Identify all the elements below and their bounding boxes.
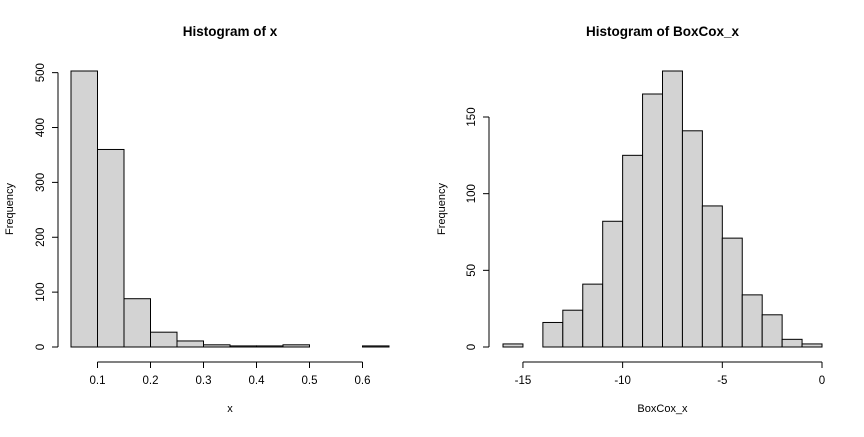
left-histogram-bar xyxy=(176,340,204,348)
left-y-tick-label: 0 xyxy=(35,344,47,350)
left-y-tick-label: 400 xyxy=(35,118,47,137)
left-histogram-bar xyxy=(150,331,178,348)
right-x-tick-label: 0 xyxy=(819,375,825,387)
right-histogram-bar xyxy=(502,343,524,348)
left-y-tick-label: 200 xyxy=(35,228,47,247)
left-x-tick-label: 0.5 xyxy=(302,375,318,387)
left-y-axis-label: Frequency xyxy=(4,183,16,235)
right-y-tick-label: 0 xyxy=(466,344,478,350)
right-x-tick-label: -15 xyxy=(515,375,532,387)
right-histogram-bar xyxy=(602,220,624,348)
left-histogram-bar xyxy=(70,70,98,348)
left-x-tick-label: 0.4 xyxy=(249,375,266,387)
right-histogram-bar xyxy=(741,294,763,348)
right-y-tick-label: 50 xyxy=(466,264,478,277)
right-histogram-bar xyxy=(642,93,663,348)
right-histogram-bar xyxy=(582,283,604,348)
right-histogram-bar xyxy=(681,130,703,348)
right-chart-title: Histogram of BoxCox_x xyxy=(586,24,740,39)
left-histogram-bar xyxy=(229,345,257,348)
left-x-tick-label: 0.3 xyxy=(196,375,212,387)
right-x-axis-label: BoxCox_x xyxy=(637,403,688,415)
left-x-tick-label: 0.6 xyxy=(355,375,371,387)
right-histogram-bar xyxy=(622,154,644,348)
left-histogram-bar xyxy=(256,345,284,348)
right-histogram-bar xyxy=(562,309,584,348)
left-y-tick-label: 500 xyxy=(35,63,47,82)
left-histogram-bar xyxy=(282,344,310,348)
right-histogram-bar xyxy=(761,314,783,348)
left-histogram-bar xyxy=(362,345,390,348)
left-y-tick-label: 100 xyxy=(35,283,47,302)
right-histogram-bar xyxy=(801,343,823,348)
left-x-tick-label: 0.1 xyxy=(90,375,106,387)
left-x-tick-label: 0.2 xyxy=(143,375,159,387)
right-histogram-bar xyxy=(701,205,723,348)
right-histogram-bar xyxy=(542,321,564,348)
right-y-tick-label: 150 xyxy=(466,107,478,126)
left-x-axis-label: x xyxy=(227,403,233,415)
left-histogram-bar xyxy=(203,344,231,348)
right-y-axis-label: Frequency xyxy=(436,183,448,235)
left-histogram-bar xyxy=(123,298,151,348)
right-histogram-bar xyxy=(781,338,803,348)
left-y-tick-label: 300 xyxy=(35,173,47,192)
right-x-tick-label: -5 xyxy=(717,375,727,387)
right-y-tick-label: 100 xyxy=(466,184,478,203)
left-histogram-bar xyxy=(97,148,125,348)
right-histogram-bar xyxy=(721,237,743,348)
right-x-tick-label: -10 xyxy=(614,375,631,387)
right-histogram-bar xyxy=(662,70,683,348)
left-chart-title: Histogram of x xyxy=(183,24,278,39)
